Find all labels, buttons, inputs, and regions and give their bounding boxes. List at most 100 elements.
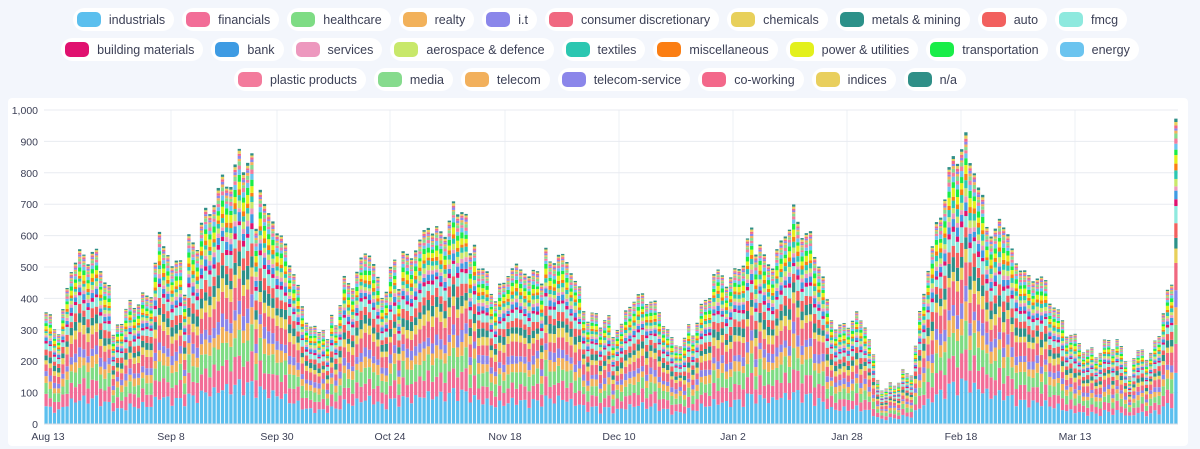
bar-segment-transportation[interactable] [535,286,540,290]
bar-segment-building-materials[interactable] [720,314,724,317]
bar-segment-metals-mining[interactable] [657,356,661,362]
bar-segment-energy[interactable] [426,243,430,248]
bar-segment-fmcg[interactable] [808,285,813,297]
bar-segment-chemicals[interactable] [317,373,321,377]
bar-segment-telecom[interactable] [498,289,502,291]
bar-segment-industrials[interactable] [170,405,174,424]
bar-segment-telecom[interactable] [48,318,52,320]
bar-segment-transportation[interactable] [796,242,800,246]
bar-segment-media[interactable] [792,213,796,217]
bar-segment-energy[interactable] [657,321,661,324]
bar-segment-chemicals[interactable] [703,354,708,362]
bar-segment-building-materials[interactable] [241,240,246,247]
bar-segment-power-utilities[interactable] [309,338,313,341]
bar-segment-auto[interactable] [330,351,334,358]
bar-segment-textiles[interactable] [384,315,388,319]
bar-segment-consumer-discretionary[interactable] [649,357,653,368]
bar-segment-building-materials[interactable] [136,336,141,339]
bar-segment-auto[interactable] [258,268,262,281]
bar-segment-plastic-products[interactable] [401,261,405,264]
bar-segment-media[interactable] [300,312,304,314]
bar-segment-media[interactable] [208,224,212,228]
bar-segment-power-utilities[interactable] [619,336,624,339]
bar-segment-n-a[interactable] [296,284,300,287]
bar-segment-aerospace-defence[interactable] [598,347,603,350]
bar-segment-indices[interactable] [342,277,346,279]
bar-segment-bank[interactable] [170,304,174,309]
bar-segment-co-working[interactable] [590,314,594,316]
bar-segment-services[interactable] [178,293,183,298]
bar-segment-energy[interactable] [61,317,65,321]
bar-segment-bank[interactable] [817,304,821,308]
bar-segment-telecom-service[interactable] [733,272,737,275]
bar-segment-indices[interactable] [271,223,275,226]
bar-segment-services[interactable] [275,275,279,279]
bar-segment-power-utilities[interactable] [107,302,111,306]
bar-segment-bank[interactable] [754,302,758,309]
bar-segment-miscellaneous[interactable] [52,343,57,347]
bar-segment-media[interactable] [401,259,405,262]
bar-segment-chemicals[interactable] [99,338,103,347]
bar-segment-bank[interactable] [514,302,519,308]
bar-segment-metals-mining[interactable] [758,312,762,323]
bar-segment-media[interactable] [573,286,577,289]
bar-segment-miscellaneous[interactable] [258,226,262,231]
bar-segment-telecom-service[interactable] [241,179,246,183]
bar-segment-aerospace-defence[interactable] [376,304,380,309]
bar-segment-consumer-discretionary[interactable] [729,348,733,363]
bar-segment-plastic-products[interactable] [552,273,556,276]
legend-item-power-utilities[interactable]: power & utilities [785,38,919,61]
bar-segment-bank[interactable] [388,305,393,310]
bar-segment-healthcare[interactable] [174,371,178,386]
bar-segment-telecom-service[interactable] [825,303,829,305]
bar-segment-services[interactable] [745,279,750,283]
bar-segment-consumer-discretionary[interactable] [678,381,682,387]
bar-segment-metals-mining[interactable] [258,280,262,293]
bar-segment-co-working[interactable] [363,256,367,258]
bar-segment-n-a[interactable] [703,299,708,301]
bar-segment-plastic-products[interactable] [384,300,388,303]
bar-segment-energy[interactable] [787,242,792,247]
bar-segment-telecom[interactable] [418,246,422,249]
bar-segment-metals-mining[interactable] [166,318,170,328]
bar-segment-realty[interactable] [464,333,468,348]
bar-segment-power-utilities[interactable] [632,316,636,321]
bar-segment-auto[interactable] [611,371,615,376]
bar-segment-power-utilities[interactable] [300,320,304,324]
bar-segment-auto[interactable] [321,361,325,366]
bar-segment-indices[interactable] [527,278,531,280]
bar-segment-chemicals[interactable] [514,333,519,342]
bar-segment-consumer-discretionary[interactable] [699,362,703,371]
bar-segment-financials[interactable] [141,388,145,402]
bar-segment-consumer-discretionary[interactable] [183,359,187,370]
bar-segment-n-a[interactable] [220,174,225,177]
bar-segment-indices[interactable] [796,224,800,227]
bar-segment-textiles[interactable] [178,286,183,291]
bar-segment-consumer-discretionary[interactable] [720,342,724,356]
bar-segment-services[interactable] [439,272,443,276]
bar-segment-i-t[interactable] [653,370,657,377]
bar-segment-indices[interactable] [405,255,409,258]
bar-segment-miscellaneous[interactable] [44,329,48,332]
bar-segment-fmcg[interactable] [813,307,817,314]
bar-segment-i-t[interactable] [162,346,166,354]
bar-segment-media[interactable] [267,223,271,227]
bar-segment-miscellaneous[interactable] [808,260,813,264]
bar-segment-chemicals[interactable] [422,314,426,326]
bar-segment-bank[interactable] [813,298,817,304]
bar-segment-building-materials[interactable] [363,296,367,300]
bar-segment-services[interactable] [414,287,418,292]
bar-segment-media[interactable] [590,317,594,320]
bar-segment-consumer-discretionary[interactable] [493,361,498,372]
bar-segment-telecom[interactable] [338,309,342,311]
bar-segment-healthcare[interactable] [250,324,254,352]
bar-segment-financials[interactable] [523,386,527,400]
bar-segment-textiles[interactable] [708,319,712,324]
bar-segment-industrials[interactable] [649,406,653,424]
bar-segment-indices[interactable] [825,300,829,303]
bar-segment-n-a[interactable] [191,242,195,245]
bar-segment-co-working[interactable] [426,232,430,235]
bar-segment-industrials[interactable] [254,397,258,424]
bar-segment-n-a[interactable] [813,256,817,259]
bar-segment-miscellaneous[interactable] [514,287,519,292]
